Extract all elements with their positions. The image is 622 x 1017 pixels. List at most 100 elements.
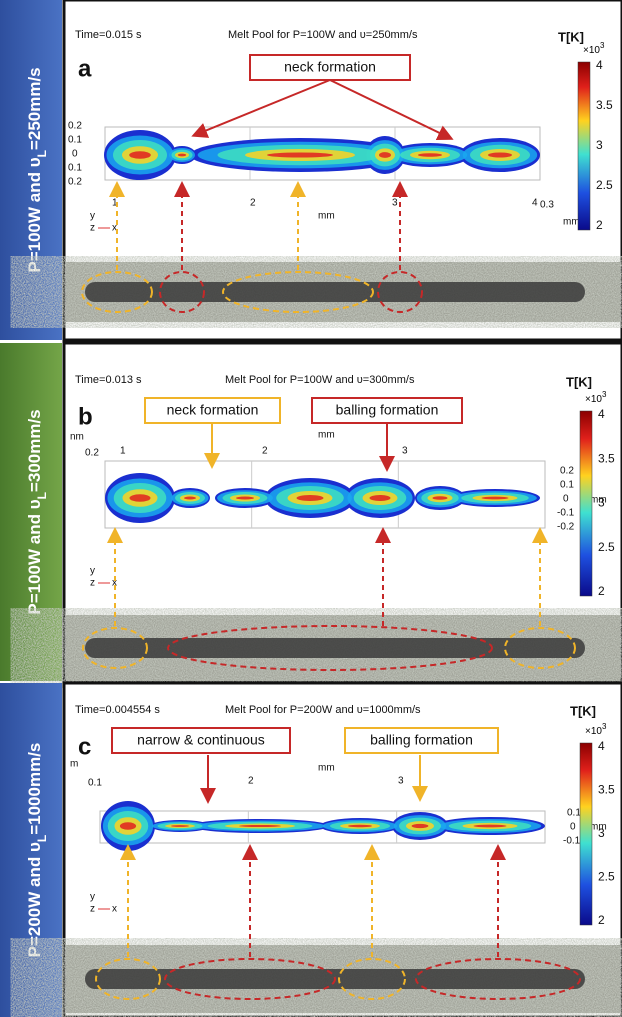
melt-pool [297,495,324,501]
panel: P=200W and υL=1000mm/s Time=0.004554 s Mel… [0,683,622,1017]
side-label-suffix: =300mm/s [25,409,44,492]
melt-pool [171,825,189,827]
plot-title: Melt Pool for P=100W and υ=300mm/s [225,374,415,386]
axis-label: 0.2 [85,448,99,459]
colorbar-tick-label: 2 [598,913,605,927]
axis-label: 0.2 [68,177,82,188]
colorbar-tick-label: 3.5 [596,98,613,112]
side-label-sub: L [35,150,49,157]
colorbar-tick-label: 2.5 [598,540,615,554]
colorbar-tick-label: 4 [598,739,605,753]
axis-label: 3 [392,198,398,209]
colorbar-tick-label: 2.5 [598,870,615,884]
axis-label: 0.1 [560,480,574,491]
melt-pool [120,822,136,830]
page: {"panels":[ {"side_label":{"prefix":"P=1… [0,0,622,1017]
colorbar-tick-label: 3.5 [598,783,615,797]
colorbar-label: T[K] [570,703,596,718]
melt-pool [267,152,333,157]
colorbar-tick-label: 2 [596,218,603,232]
melt-pool [348,825,372,827]
axis-label: mm [563,217,580,228]
colorbar-label: T[K] [566,374,592,389]
axis-label: 0.2 [560,466,574,477]
triad-label: y [90,892,95,903]
axis-label: -0.2 [557,522,575,533]
melt-pool [239,825,281,827]
axis-label: -0.1 [563,836,581,847]
triad-label: z [90,578,95,589]
colorbar-tick-label: 3 [598,826,605,840]
multiplier-exponent: 3 [602,390,607,399]
side-label-prefix: P=100W and υ [25,499,44,614]
axis-label: 0 [563,494,569,505]
colorbar-tick-label: 3 [598,496,605,510]
axis-label: mm [318,211,335,222]
melt-pool [236,497,254,500]
multiplier-exponent: 3 [600,41,605,50]
melt-pool [178,154,186,157]
triad-label: y [90,211,95,222]
side-label-sub: L [35,835,49,842]
multiplier-base: ×10 [585,394,602,405]
axis-label: nm [70,432,84,443]
colorbar-tick-label: 3 [596,138,603,152]
track [85,638,585,658]
axis-label: 4 [532,198,538,209]
annotation: balling formation [336,402,439,418]
axis-label: mm [318,763,335,774]
axis-label: 0 [570,822,576,833]
colorbar-tick-label: 3.5 [598,451,615,465]
annotation: balling formation [370,732,473,748]
melt-pool [418,153,442,157]
colorbar-tick-label: 2 [598,584,605,598]
panel: P=100W and υL=250mm/s Time=0.015 s Melt Po… [0,0,622,340]
axis-label: 2 [248,776,254,787]
axis-label: 0 [72,149,78,160]
side-label-prefix: P=200W and υ [25,842,44,957]
annotation: neck formation [284,59,376,75]
time: Time=0.015 s [75,29,142,41]
melt-pool [412,824,429,828]
multiplier-base: ×10 [583,45,600,56]
melt-pool [482,497,509,500]
melt-pool [474,825,507,828]
axis-label: m [70,759,78,770]
melt-pool [130,494,151,502]
panel-letter: b [78,403,93,430]
melt-pool [379,152,391,158]
colorbar-label: T[K] [558,29,584,44]
melt-pool [488,152,512,157]
axis-label: 2 [250,198,256,209]
colorbar-tick-label: 2.5 [596,178,613,192]
time: Time=0.013 s [75,374,142,386]
triad-label: z [90,223,95,234]
time: Time=0.004554 s [75,704,160,716]
axis-label: mm [318,430,335,441]
axis-label: 3 [402,446,408,457]
melt-pool [184,497,196,500]
axis-label: 3 [398,776,404,787]
triad-label: z [90,904,95,915]
colorbar [578,62,590,230]
colorbar-tick-label: 4 [598,407,605,421]
colorbar [580,411,592,596]
axis-label: 0.1 [68,163,82,174]
melt-pool [129,151,151,159]
plot-title: Melt Pool for P=100W and υ=250mm/s [228,29,418,41]
axis-label: 0.2 [68,121,82,132]
plot-title: Melt Pool for P=200W and υ=1000mm/s [225,704,421,716]
side-label-prefix: P=100W and υ [25,157,44,272]
colorbar [580,743,592,925]
axis-label: 0.1 [567,808,581,819]
melt-pool [433,496,448,500]
side-label-suffix: =250mm/s [25,67,44,150]
axis-label: 2 [262,446,268,457]
multiplier-base: ×10 [585,726,602,737]
axis-label: -0.1 [557,508,575,519]
multiplier-exponent: 3 [602,722,607,731]
axis-label: 0.1 [88,778,102,789]
side-label-suffix: =1000mm/s [25,743,44,835]
annotation: neck formation [167,402,259,418]
